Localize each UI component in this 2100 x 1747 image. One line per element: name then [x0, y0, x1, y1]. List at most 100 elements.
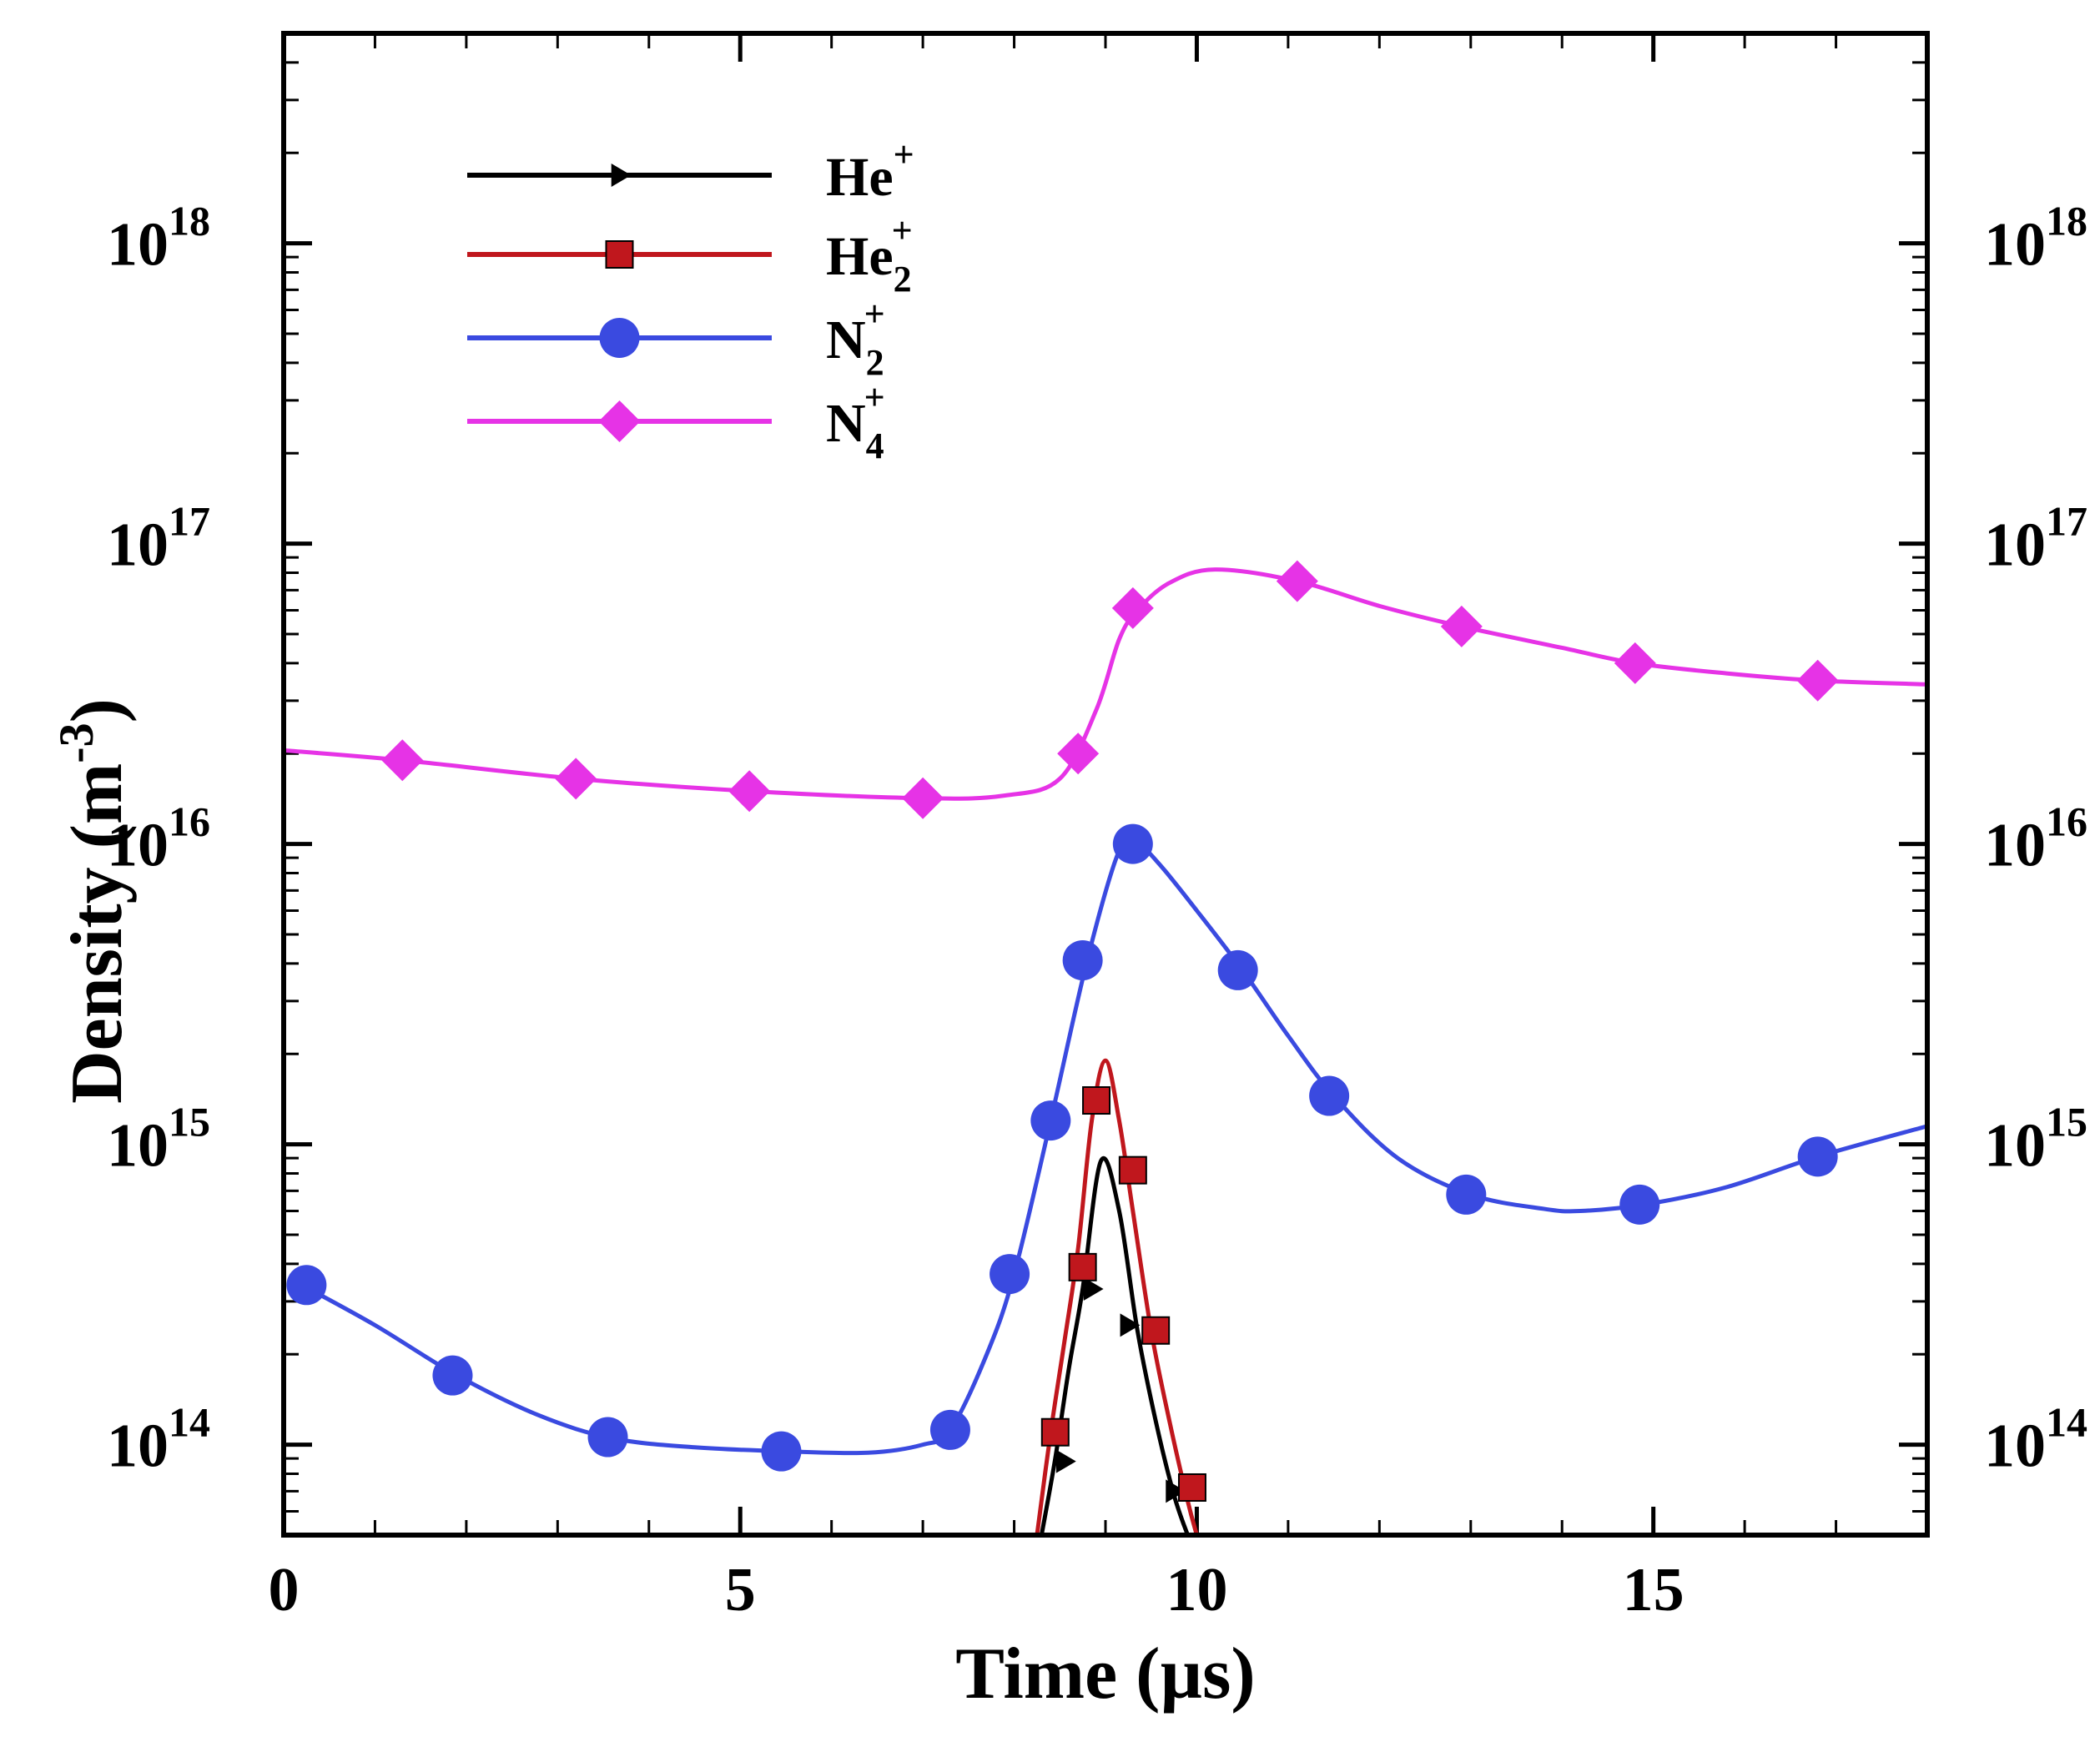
y-tick-label-left-exponent: 16: [169, 798, 210, 845]
y-axis-title: Density (m-3): [49, 698, 138, 1104]
series-marker-N4+: [1440, 605, 1483, 647]
series-marker-N4+: [381, 739, 424, 782]
y-tick-label-right-base: 10: [1984, 1412, 2046, 1481]
series-marker-N2+: [1062, 940, 1103, 981]
series-marker-N4+: [1276, 560, 1318, 602]
y-tick-label-right: 1017: [1984, 498, 2087, 580]
y-tick-label-left: 1017: [107, 498, 210, 580]
y-tick-label-right-exponent: 15: [2046, 1099, 2087, 1145]
legend-label-base: N: [826, 310, 866, 370]
series-marker-He+: [1120, 1313, 1141, 1337]
x-tick-labels: 0 5 10 15: [269, 1556, 1685, 1624]
series-marker-He+: [1166, 1479, 1186, 1503]
y-tick-label-right-base: 10: [1984, 812, 2046, 880]
series-line-He+: [1039, 1156, 1190, 1535]
legend-marker-He2+: [605, 240, 634, 269]
y-tick-label-left-exponent: 18: [169, 198, 210, 244]
legend-item-He+: He+: [467, 134, 914, 208]
legend-label-base: He: [826, 226, 894, 287]
legend-item-N2+: N2 +: [467, 294, 885, 383]
legend-label-superscript: +: [894, 134, 914, 175]
series-marker-N4+: [1796, 659, 1839, 702]
y-tick-label-left-base: 10: [107, 1112, 169, 1181]
y-tick-label-left: 1015: [107, 1099, 210, 1181]
y-tick-label-left-base: 10: [107, 812, 169, 880]
series-marker-N2+: [1619, 1184, 1660, 1225]
series-layer: [284, 560, 1927, 1535]
legend-marker-N4+: [598, 400, 641, 442]
y-tick-label-left-exponent: 17: [169, 498, 210, 545]
legend-item-N4+: N4 +: [467, 377, 885, 466]
series-marker-He+: [1055, 1449, 1076, 1473]
y-tick-label-left: 1018: [107, 198, 210, 279]
series-marker-N2+: [1797, 1136, 1838, 1177]
x-tick-label: 10: [1166, 1556, 1227, 1624]
y-tick-label-left: 1014: [107, 1399, 210, 1481]
y-tick-label-left-base: 10: [107, 1412, 169, 1481]
y-tick-label-right-base: 10: [1984, 1112, 2046, 1181]
y-axis-title-close: ): [57, 698, 138, 722]
y-tick-label-left-exponent: 14: [169, 1399, 210, 1446]
series-marker-N2+: [1030, 1100, 1071, 1141]
legend: He+He2+N2+N4+: [467, 134, 914, 466]
legend-label: He+: [826, 134, 914, 208]
series-marker-N4+: [1614, 642, 1656, 684]
series-marker-N2+: [1446, 1174, 1487, 1215]
series-marker-He2+: [1040, 1417, 1070, 1447]
series-marker-He2+: [1068, 1252, 1097, 1281]
legend-marker-N2+: [599, 318, 640, 358]
y-tick-label-left-base: 10: [107, 511, 169, 580]
legend-label-subscript: 2: [894, 259, 912, 300]
series-line-N2+: [300, 837, 1927, 1456]
x-tick-label: 5: [725, 1556, 756, 1624]
y-tick-label-right-exponent: 18: [2046, 198, 2087, 244]
series-marker-N2+: [929, 1409, 970, 1450]
legend-label-base: N: [826, 393, 866, 454]
y-tick-label-right: 1018: [1984, 198, 2087, 279]
series-marker-N4+: [1111, 587, 1154, 629]
legend-label-superscript: +: [864, 294, 885, 335]
series-He2+: [1035, 1058, 1206, 1535]
legend-marker-He+: [611, 164, 632, 187]
series-marker-N2+: [1112, 823, 1153, 864]
y-tick-label-right: 1016: [1984, 798, 2087, 880]
series-marker-He+: [1083, 1276, 1104, 1301]
series-marker-He2+: [1082, 1086, 1111, 1115]
plot-frame: [281, 31, 1930, 1538]
series-marker-N2+: [1309, 1075, 1350, 1116]
x-tick-label: 15: [1623, 1556, 1685, 1624]
series-marker-N4+: [728, 770, 771, 813]
series-marker-He2+: [1177, 1473, 1206, 1502]
legend-item-He2+: He2 +: [467, 210, 913, 300]
legend-label: N2 +: [826, 294, 885, 383]
y-tick-label-right-exponent: 14: [2046, 1399, 2087, 1446]
legend-label-superscript: +: [864, 377, 885, 418]
series-marker-N2+: [286, 1265, 327, 1306]
legend-label-superscript: +: [892, 210, 913, 251]
series-marker-N4+: [902, 777, 944, 819]
y-tick-label-right-exponent: 17: [2046, 498, 2087, 545]
series-marker-He2+: [1141, 1316, 1171, 1345]
series-He+: [1039, 1156, 1190, 1535]
series-marker-N2+: [432, 1355, 473, 1396]
y-axis-title-exponent: -3: [49, 722, 103, 763]
y-tick-label-right-base: 10: [1984, 211, 2046, 279]
y-tick-label-right-base: 10: [1984, 511, 2046, 580]
legend-label-base: He: [826, 147, 894, 208]
series-marker-N2+: [761, 1431, 802, 1472]
y-axis-title-main: Density (m: [57, 763, 138, 1104]
y-tick-label-left-base: 10: [107, 211, 169, 279]
series-N2+: [286, 823, 1927, 1472]
x-axis-title: Time (µs): [955, 1634, 1255, 1714]
y-tick-label-right: 1015: [1984, 1099, 2087, 1181]
legend-label-subscript: 4: [866, 425, 884, 466]
y-tick-label-left-exponent: 15: [169, 1099, 210, 1145]
series-marker-N4+: [555, 758, 597, 800]
y-tick-label-right: 1014: [1984, 1399, 2087, 1481]
series-marker-N2+: [1217, 949, 1258, 990]
series-N4+: [284, 560, 1927, 819]
